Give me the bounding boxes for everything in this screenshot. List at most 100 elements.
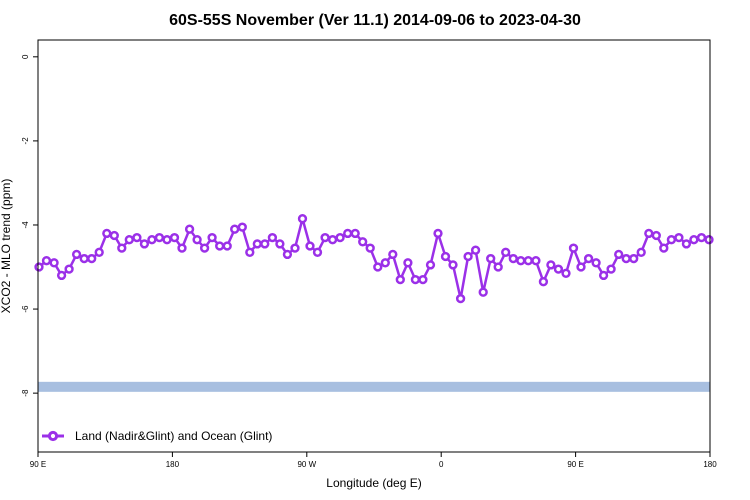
data-point [531,256,541,266]
data-point [327,235,338,245]
data-point [696,232,707,243]
x-axis-label: Longitude (deg E) [326,476,421,490]
data-point [629,253,639,264]
data-point [94,247,104,257]
data-point [207,232,217,243]
data-point [651,230,661,241]
y-tick-label: -2 [21,137,30,145]
x-tick-label: 90 W [297,460,316,469]
data-point [538,277,549,287]
series-line [38,217,710,300]
data-point [373,262,383,272]
y-tick-label: 0 [21,54,30,59]
data-point [516,256,526,266]
x-tick-label: 180 [703,460,717,469]
data-point [689,235,699,245]
data-point [508,253,518,264]
data-point [350,228,360,239]
data-point [365,243,375,253]
reference-band [38,381,710,392]
data-point [523,256,533,266]
data-point [335,232,345,243]
data-point [102,228,112,239]
data-point [440,251,451,262]
data-point [199,243,210,253]
data-point [433,228,443,239]
data-point [215,241,225,251]
data-point [184,224,195,234]
data-point [305,241,315,251]
data-point [230,224,240,234]
x-axis: 90 E 180 90 W 0 90 E 180 [30,452,717,469]
data-point [568,243,579,253]
data-point [666,235,677,245]
data-point [290,243,300,253]
y-axis-label: XCO2 - MLO trend (ppm) [0,179,13,314]
data-point [561,268,571,278]
data-point [358,237,368,247]
data-point [583,253,594,264]
data-point [297,214,308,224]
data-point [282,249,293,260]
data-point [87,253,97,264]
y-tick-label: -4 [21,221,30,229]
data-point [41,256,52,266]
data-point [260,239,270,249]
data-point [470,245,481,255]
data-point [455,293,466,304]
data-point [501,247,511,257]
data-point [109,230,119,241]
data-point [132,232,142,243]
data-point [245,247,255,257]
data-point [493,262,503,272]
data-point [704,235,714,245]
data-point [425,260,436,270]
x-tick-label: 90 E [567,460,583,469]
data-point [576,262,586,272]
data-point [162,235,172,245]
data-point [79,253,89,264]
data-point [395,274,405,285]
data-point [614,249,624,260]
data-point [169,232,180,243]
data-point [636,247,646,257]
legend-marker [47,430,59,442]
data-point [621,253,631,264]
data-point [56,270,67,281]
data-point [659,243,669,253]
data-point [71,249,82,260]
data-point [674,232,684,243]
data-point [267,232,278,243]
x-tick-label: 180 [166,460,180,469]
data-point [320,232,330,243]
data-point [252,239,262,249]
chart-title: 60S-55S November (Ver 11.1) 2014-09-06 t… [169,12,581,29]
data-point [403,258,413,268]
data-point [644,228,654,239]
data-point [380,258,390,268]
data-point [237,222,247,232]
data-point [388,249,398,260]
data-point [410,274,421,285]
data-point [606,264,616,274]
series-layer [34,214,714,304]
data-point [463,251,473,262]
data-point [546,260,556,270]
data-point [49,258,59,268]
data-point [139,239,150,249]
data-point [275,239,285,249]
legend: Land (Nadir&Glint) and Ocean (Glint) [42,429,272,443]
x-tick-label: 90 E [30,460,46,469]
data-point [418,274,428,285]
data-point [343,228,353,239]
plot-frame [37,39,711,453]
data-point [591,258,601,268]
data-point [34,262,44,272]
y-tick-label: -8 [21,389,30,397]
data-point [192,235,202,245]
data-point [154,232,165,243]
y-axis: 0 -2 -4 -6 -8 [21,54,38,397]
data-point [177,243,187,253]
x-tick-label: 0 [439,460,444,469]
